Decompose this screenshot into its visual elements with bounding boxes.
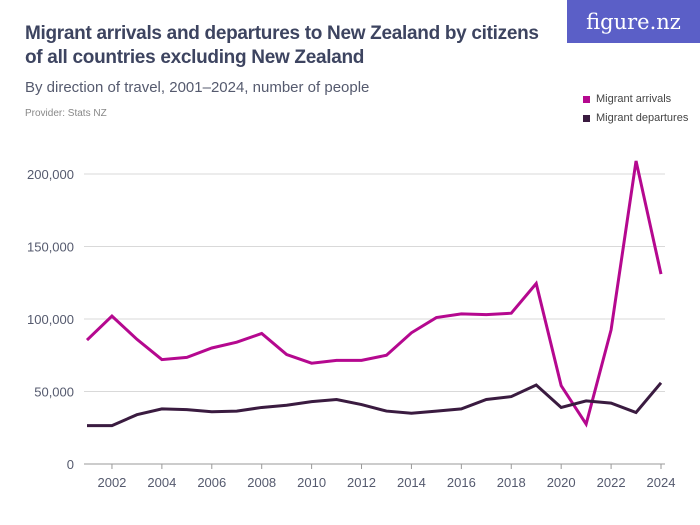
y-tick-label: 0 [67, 457, 74, 472]
legend-swatch [583, 114, 590, 122]
figure-nz-logo[interactable]: figure.nz [567, 0, 700, 43]
x-tick-label: 2016 [447, 475, 476, 490]
x-tick-label: 2002 [97, 475, 126, 490]
y-tick-label: 200,000 [27, 167, 74, 182]
x-tick-label: 2008 [247, 475, 276, 490]
legend-item-departures: Migrant departures [583, 112, 688, 124]
x-tick-label: 2022 [597, 475, 626, 490]
chart-title: Migrant arrivals and departures to New Z… [25, 23, 539, 68]
chart-subtitle: By direction of travel, 2001–2024, numbe… [25, 79, 370, 96]
x-tick-label: 2014 [397, 475, 426, 490]
x-tick-label: 2020 [547, 475, 576, 490]
y-tick-label: 50,000 [34, 385, 74, 400]
y-tick-label: 100,000 [27, 312, 74, 327]
legend-swatch [583, 95, 590, 103]
series-line-departures [87, 381, 663, 428]
legend: Migrant arrivals Migrant departures [583, 93, 688, 131]
provider-label: Provider: Stats NZ [25, 108, 107, 119]
legend-item-arrivals: Migrant arrivals [583, 93, 688, 105]
legend-label: Migrant arrivals [596, 93, 672, 105]
legend-label: Migrant departures [596, 112, 689, 124]
x-tick-label: 2024 [647, 475, 676, 490]
y-tick-label: 150,000 [27, 240, 74, 255]
x-tick-label: 2012 [347, 475, 376, 490]
x-tick-label: 2004 [147, 475, 176, 490]
logo-text: figure.nz [586, 9, 681, 34]
series-line-arrivals [85, 160, 663, 428]
x-tick-label: 2010 [297, 475, 326, 490]
x-tick-label: 2006 [197, 475, 226, 490]
x-tick-label: 2018 [497, 475, 526, 490]
